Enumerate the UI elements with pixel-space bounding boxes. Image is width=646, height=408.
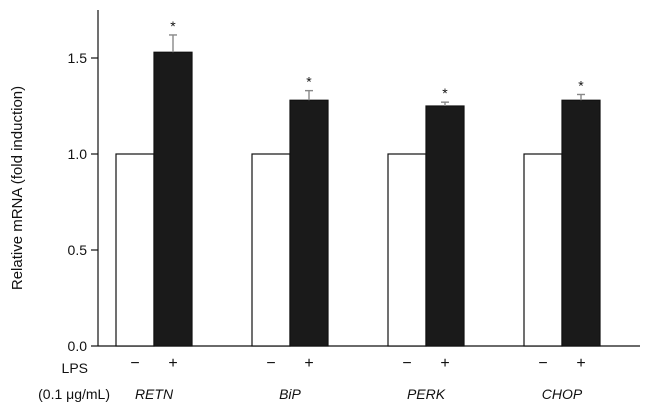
lps-condition-plus: +	[576, 355, 585, 372]
lps-condition-plus: +	[304, 355, 313, 372]
lps-condition-minus: −	[402, 355, 411, 372]
gene-label-retn: RETN	[135, 386, 174, 402]
bar-bip-plus	[289, 99, 329, 347]
lps-condition-minus: −	[266, 355, 275, 372]
lps-label: LPS	[62, 360, 88, 376]
lps-condition-plus: +	[440, 355, 449, 372]
lps-condition-minus: −	[130, 355, 139, 372]
gene-label-bip: BiP	[279, 386, 301, 402]
y-ticks: 0.0 0.5 1.0 1.5	[68, 50, 98, 354]
bar-retn-minus	[115, 153, 155, 347]
significance-marker: *	[578, 77, 584, 93]
x-labels: LPS (0.1 μg/mL) − +RETN− +BiP− +PERK− +CHOP	[38, 355, 586, 402]
bar-bip-minus	[251, 153, 291, 347]
bars: * * * *	[115, 18, 601, 347]
bar-chop-plus	[561, 99, 601, 347]
y-tick-label: 0.5	[68, 242, 88, 258]
y-tick-label: 0.0	[68, 338, 88, 354]
gene-label-chop: CHOP	[542, 386, 583, 402]
bar-perk-plus	[425, 105, 465, 347]
bar-chop-minus	[523, 153, 563, 347]
significance-marker: *	[442, 85, 448, 101]
bar-perk-minus	[387, 153, 427, 347]
lps-condition-minus: −	[538, 355, 547, 372]
bar-retn-plus	[153, 51, 193, 347]
significance-marker: *	[170, 18, 176, 34]
lps-condition-plus: +	[168, 355, 177, 372]
y-tick-label: 1.5	[68, 50, 88, 66]
y-axis-label: Relative mRNA (fold induction)	[9, 86, 26, 290]
y-tick-label: 1.0	[68, 146, 88, 162]
lps-dose-label: (0.1 μg/mL)	[38, 386, 110, 402]
significance-marker: *	[306, 74, 312, 90]
gene-label-perk: PERK	[407, 386, 446, 402]
